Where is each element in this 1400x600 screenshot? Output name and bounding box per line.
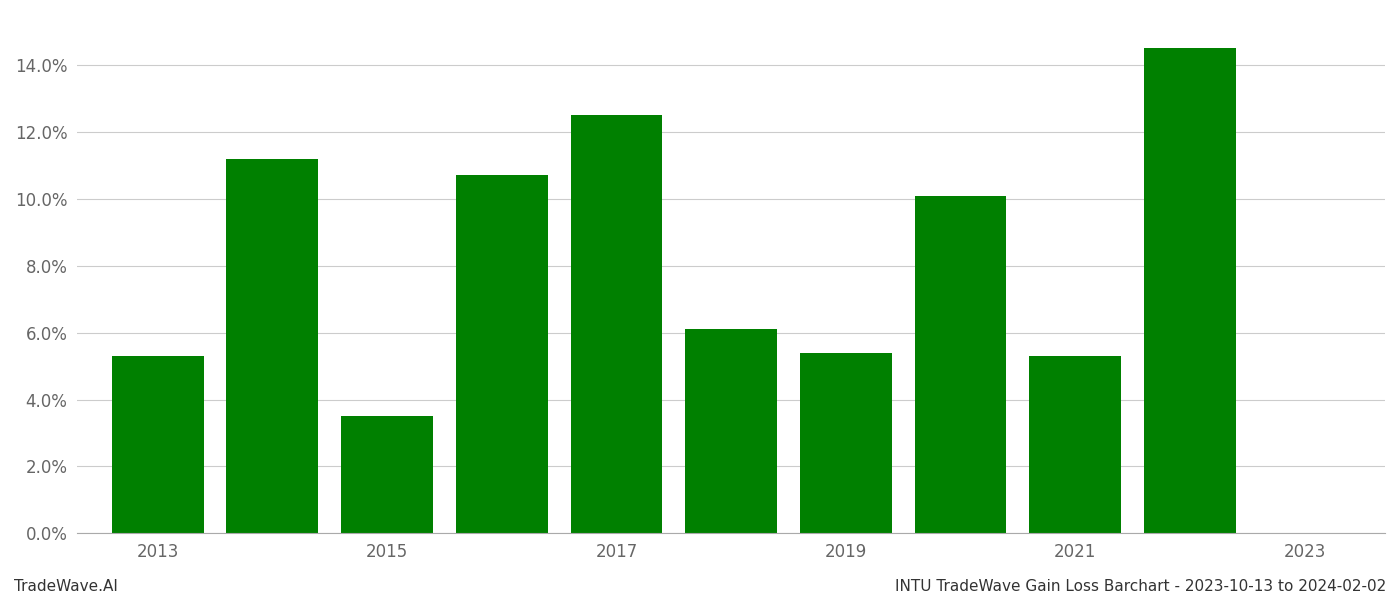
Bar	[1144, 49, 1236, 533]
Bar	[571, 115, 662, 533]
Bar	[342, 416, 433, 533]
Text: INTU TradeWave Gain Loss Barchart - 2023-10-13 to 2024-02-02: INTU TradeWave Gain Loss Barchart - 2023…	[895, 579, 1386, 594]
Bar	[456, 175, 547, 533]
Bar	[914, 196, 1007, 533]
Bar	[227, 159, 318, 533]
Text: TradeWave.AI: TradeWave.AI	[14, 579, 118, 594]
Bar	[112, 356, 203, 533]
Bar	[1029, 356, 1121, 533]
Bar	[799, 353, 892, 533]
Bar	[685, 329, 777, 533]
